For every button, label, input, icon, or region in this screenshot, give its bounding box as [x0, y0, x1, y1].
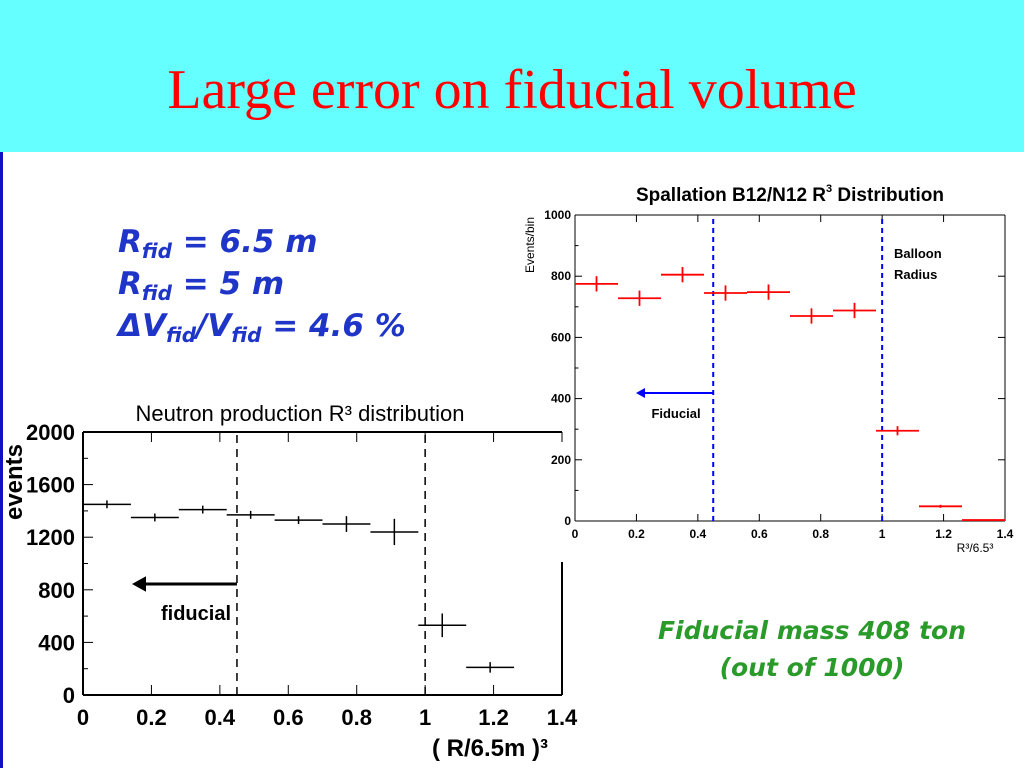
- spallation-title-sup: 3: [826, 183, 832, 195]
- data-point: [274, 516, 323, 525]
- data-point: [575, 276, 618, 292]
- r-value: = 5 m: [171, 266, 285, 302]
- x-tick-label: 0.2: [628, 527, 645, 541]
- delta-v-line: ΔVfid/Vfid = 4.6 %: [118, 308, 406, 353]
- data-point: [661, 267, 704, 283]
- data-point: [83, 500, 131, 509]
- fiducial-label: Fiducial: [651, 406, 700, 421]
- x-tick-label: 1.2: [935, 527, 952, 541]
- data-point: [704, 285, 747, 301]
- x-tick-label: 0.4: [690, 527, 707, 541]
- v-divider: /V: [196, 308, 232, 344]
- spallation-title-main: Spallation B12/N12 R: [636, 185, 826, 206]
- delta-v-symbol: ΔV: [118, 308, 166, 344]
- balloon-label: Balloon: [894, 246, 942, 261]
- data-point: [618, 290, 661, 306]
- x-tick-label: 0: [572, 527, 579, 541]
- data-point: [962, 519, 1005, 521]
- v-subscript-2: fid: [231, 323, 262, 347]
- data-point: [322, 516, 371, 532]
- x-tick-label: 0.8: [341, 705, 372, 730]
- y-tick-label: 1200: [26, 525, 75, 550]
- x-tick-label: 0: [77, 705, 89, 730]
- y-tick-label: 0: [564, 514, 571, 528]
- y-tick-label: 1600: [26, 473, 75, 498]
- x-tick-label: 0.6: [273, 705, 304, 730]
- y-tick-label: 0: [63, 683, 75, 708]
- neutron-chart-xlabel: ( R/6.5m )³: [432, 735, 548, 762]
- r-fid-line-2: Rfid = 5 m: [118, 266, 284, 311]
- data-point: [876, 426, 919, 436]
- r-fid-line-1: Rfid = 6.5 m: [118, 224, 318, 269]
- x-tick-label: 1: [879, 527, 886, 541]
- y-tick-label: 800: [551, 269, 571, 283]
- v-subscript: fid: [165, 323, 197, 347]
- y-tick-label: 800: [38, 578, 75, 603]
- fiducial-mass-line-1: Fiducial mass 408 ton: [657, 616, 967, 645]
- data-point: [919, 504, 962, 508]
- x-tick-label: 0.6: [751, 527, 768, 541]
- spallation-chart-title: Spallation B12/N12 R3 Distribution: [636, 183, 944, 206]
- data-point: [833, 302, 876, 319]
- r-symbol: R: [118, 266, 142, 302]
- y-tick-label: 400: [38, 630, 75, 655]
- y-tick-label: 400: [551, 392, 571, 406]
- spallation-chart-marks: [575, 215, 1005, 521]
- data-point: [226, 510, 275, 519]
- y-tick-label: 2000: [26, 420, 75, 445]
- y-tick-label: 1000: [544, 208, 571, 222]
- neutron-chart-ylabel: events: [1, 444, 28, 520]
- title-banner: [0, 0, 1024, 152]
- x-tick-label: 1.4: [547, 705, 578, 730]
- data-point: [747, 284, 790, 300]
- neutron-chart-title: Neutron production R³ distribution: [136, 401, 465, 426]
- y-tick-label: 600: [551, 330, 571, 344]
- neutron-chart-marks: [83, 432, 515, 695]
- spallation-title-end: Distribution: [832, 185, 944, 206]
- x-tick-label: 0.8: [812, 527, 829, 541]
- data-point: [370, 518, 419, 546]
- y-tick-label: 200: [551, 453, 571, 467]
- data-point: [130, 513, 179, 522]
- arrow-head-icon: [636, 388, 645, 398]
- x-tick-label: 0.4: [205, 705, 236, 730]
- r-subscript: fid: [141, 239, 172, 263]
- radius-label: Radius: [894, 267, 937, 282]
- x-tick-label: 1.4: [997, 527, 1014, 541]
- spallation-chart-ylabel: Events/bin: [523, 217, 537, 273]
- arrow-head-icon: [132, 576, 146, 592]
- fiducial-mass-line-2: (out of 1000): [719, 653, 905, 682]
- data-point: [418, 613, 467, 638]
- data-point: [178, 505, 227, 514]
- r-subscript: fid: [141, 281, 172, 305]
- slide-title: Large error on fiducial volume: [167, 59, 857, 121]
- r-symbol: R: [118, 224, 142, 260]
- x-tick-label: 1: [419, 705, 431, 730]
- x-tick-label: 0.2: [136, 705, 167, 730]
- fiducial-mass-text: Fiducial mass 408 ton (out of 1000): [592, 612, 1024, 686]
- data-point: [790, 308, 833, 324]
- x-tick-label: 1.2: [478, 705, 509, 730]
- spallation-chart-axes: 0 0.2 0.4 0.6 0.8 1 1.2 1.4 0 200 400 600 800 1000: [544, 208, 1013, 541]
- spallation-chart-xlabel: R³/6.5³: [957, 541, 994, 555]
- fiducial-annotation: fiducial: [161, 603, 231, 625]
- r-value: = 6.5 m: [171, 224, 318, 260]
- left-border: [0, 152, 3, 768]
- delta-v-value: = 4.6 %: [261, 308, 406, 344]
- data-point: [466, 662, 515, 673]
